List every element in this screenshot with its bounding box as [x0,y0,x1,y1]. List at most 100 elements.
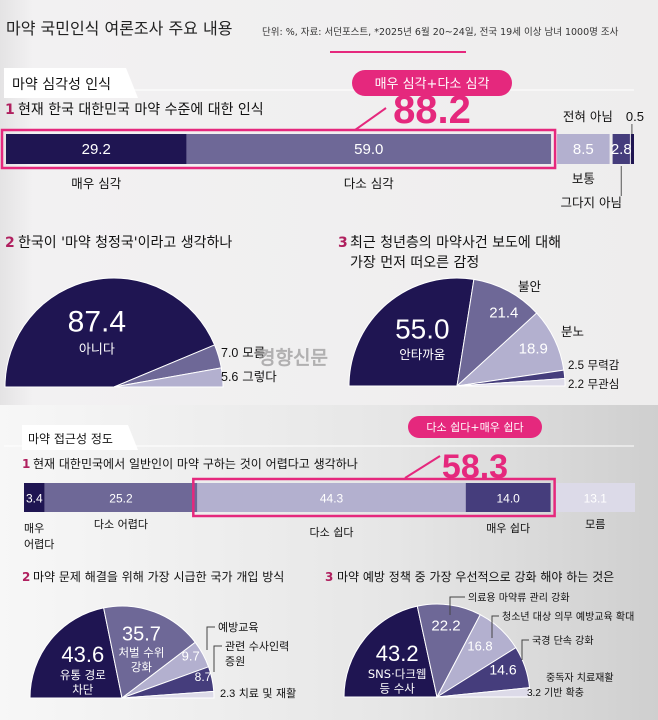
pie-value-label: 5.6 [221,370,238,384]
section-label: 마약 심각성 인식 [12,77,111,93]
highlight-value: 58.3 [442,448,508,486]
bar-category-label: 매우 쉽다 [486,522,530,535]
pie-category-label: SNS·다크웹 [368,667,427,681]
bar-value-label: 44.3 [320,492,344,506]
pie-value-label: 21.4 [489,305,518,322]
leader-line [521,639,529,660]
pie-value-label: 7.0 [221,346,238,360]
highlight-pill-label: 매우 심각+다소 심각 [375,77,490,92]
pie-category-label: 국경 단속 강화 [532,634,594,647]
pie-category-label: 청소년 대상 의무 예방교육 확대 [502,611,634,623]
pie-category-label: 강화 [131,660,153,674]
bar-segment [465,483,551,512]
bar-segment [44,483,198,512]
pie-category-label: 차단 [72,683,94,697]
pie-category-label: 무관심 [588,377,620,391]
pie-category-label: 그렇다 [242,369,277,384]
pie-category-label: 무력감 [588,358,620,372]
question-number: 2 [22,570,30,584]
pie-category-label: 치료 및 재활 [239,686,297,700]
highlight-box [192,477,556,518]
bar-value-label: 0.5 [626,109,644,124]
pie-category-label: 분노 [561,324,584,339]
bar-segment [197,483,466,512]
bar-category-label: 매우 [24,522,44,535]
question-number: 1 [5,102,15,118]
pie-slice [343,605,438,698]
page-title: 마약 국민인식 여론조사 주요 내용 [6,19,232,38]
pie-category-label: 처벌 수위 [118,645,164,659]
pie-slice [436,687,531,698]
pie-value-label: 35.7 [122,623,161,645]
pie-slice [29,607,123,699]
leader-line [206,626,215,650]
pie-value-label: 14.6 [489,661,516,677]
bar-segment [630,134,634,164]
question-title: 한국이 '마약 청정국'이라고 생각하나 [18,235,232,251]
bar-segment [24,483,45,512]
section-tab [4,68,138,98]
pie-value-label: 22.2 [431,618,460,635]
leader-line [213,645,222,672]
pie-category-label: 기반 확충 [544,687,584,699]
half-pie-clean-country: 87.4 아니다 7.0 모름 5.6 그렇다 [4,277,277,388]
question-title: 현재 한국 대한민국 마약 수준에 대한 인식 [18,102,264,118]
pie-category-label: 모름 [242,345,265,360]
title-line: 최근 청년층의 마약사건 보도에 대해 [350,235,561,251]
pie-slice [456,278,538,388]
question-number: 1 [22,457,30,471]
bar-segment [612,134,630,164]
bar-category-label: 다소 어렵다 [94,518,148,531]
pie-value-label: 87.4 [68,305,126,338]
bar-segment [555,483,635,512]
title-line: 가장 먼저 떠오른 감정 [350,255,479,271]
bar-category-label: 그다지 아님 [561,195,622,210]
pie-slice [348,277,475,387]
pie-value-label: 43.6 [61,642,104,667]
pie-slice [113,367,224,388]
bar-value-label: 29.2 [82,141,111,158]
pie-value-label: 9.7 [182,649,200,664]
pie-value-label: 2.3 [220,688,235,700]
pie-value-label: 2.5 [568,360,584,372]
bar-segment [186,134,552,164]
pie-value-label: 3.2 [527,688,541,699]
bar-category-label: 다소 쉽다 [310,526,354,539]
leader-line [491,615,499,638]
pie-category-label: 안타까움 [399,347,445,362]
question-number: 3 [338,235,348,251]
leader-line [449,596,465,615]
pie-value-label: 43.2 [376,641,419,666]
pie-slice [103,605,196,699]
section-tab [22,425,138,450]
bar-value-label: 8.5 [573,141,594,158]
bar-category-label: 어렵다 [24,538,54,551]
pie-category-label: 예방교육 [218,621,258,634]
pie-slice [121,690,215,699]
question-title: 마약 예방 정책 중 가장 우선적으로 강화 해야 하는 것은 [337,569,614,584]
bar-category-label: 매우 심각 [71,176,121,191]
question-title: 마약 문제 해결을 위해 가장 시급한 국가 개입 방식 [33,569,284,584]
bar-category-label: 전혀 아님 [563,109,613,124]
pie-category-label: 중독자 치료재활 [546,671,614,684]
pie-value-label: 55.0 [395,313,450,344]
pie-slice [456,378,566,387]
pie-value-label: 2.2 [568,379,584,391]
pie-category-label: 아니다 [79,342,115,357]
watermark-logo: 경향신문 [258,347,328,369]
question-number: 3 [325,570,333,584]
pie-value-label: 18.9 [519,340,548,357]
section-label: 마약 접근성 정도 [28,431,113,446]
bar-value-label: 25.2 [109,492,133,506]
pie-category-label: 등 수사 [379,682,415,696]
source-note: 단위: %, 자료: 서던포스트, *2025년 6월 20~24일, 전국 1… [262,26,619,38]
bar-value-label: 3.4 [26,492,43,506]
bar-category-label: 다소 심각 [344,176,394,191]
pie-category-label: 관련 수사인력 [225,640,289,653]
